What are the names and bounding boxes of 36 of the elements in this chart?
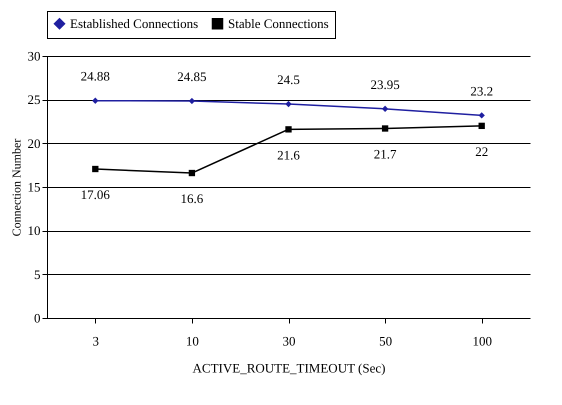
x-axis-title: ACTIVE_ROUTE_TIMEOUT (Sec) — [192, 360, 386, 376]
point — [285, 126, 292, 133]
y-tick-label: 5 — [34, 266, 40, 282]
point — [188, 98, 196, 104]
point — [92, 166, 98, 172]
point — [382, 106, 388, 112]
point — [285, 100, 292, 108]
legend-label: Established Connections — [70, 16, 198, 31]
data-label: 24.5 — [277, 72, 300, 88]
y-tick-label: 20 — [28, 136, 40, 151]
point — [478, 122, 485, 130]
x-tick-label: 50 — [379, 334, 392, 348]
data-label: 23.2 — [470, 83, 494, 98]
data-label: 21.7 — [374, 146, 397, 162]
y-tick-label: 30 — [28, 48, 40, 64]
y-tick-label: 15 — [28, 180, 40, 194]
y-axis-title: Connection Number — [10, 138, 24, 236]
point — [478, 112, 485, 119]
y-tick-label: 25 — [28, 92, 40, 108]
data-label: 23.95 — [370, 76, 400, 92]
data-label: 24.85 — [177, 68, 207, 84]
data-label: 22 — [475, 144, 488, 159]
x-tick-label: 30 — [282, 334, 296, 348]
point — [188, 170, 196, 176]
data-label: 21.6 — [277, 147, 300, 162]
x-tick-label: 10 — [186, 334, 199, 348]
x-tick-label: 3 — [92, 334, 100, 348]
data-label: 24.88 — [80, 68, 110, 84]
legend-label: Stable Connections — [228, 16, 329, 31]
data-label: 16.6 — [180, 191, 204, 206]
data-label: 17.06 — [80, 187, 110, 202]
y-tick-label: 10 — [28, 223, 40, 238]
x-tick-label: 100 — [472, 334, 492, 348]
y-tick-label: 0 — [34, 310, 40, 326]
point — [92, 98, 98, 104]
point — [382, 125, 388, 132]
